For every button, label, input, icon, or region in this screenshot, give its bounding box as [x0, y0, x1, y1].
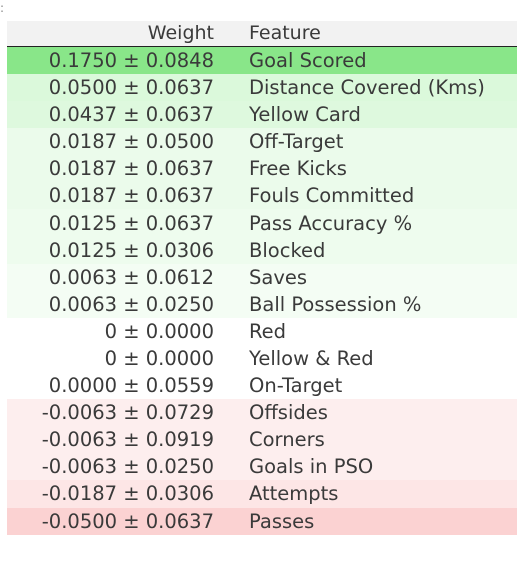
- feature-cell: Blocked: [249, 238, 326, 262]
- feature-cell: Fouls Committed: [249, 184, 415, 208]
- weight-cell: 0.0000 ± 0.0559: [48, 374, 214, 398]
- weight-cell: -0.0500 ± 0.0637: [41, 509, 214, 533]
- weight-cell: 0.0187 ± 0.0637: [48, 157, 214, 181]
- table-header: Weight Feature: [7, 21, 517, 47]
- table-row: 0 ± 0.0000 Yellow & Red: [7, 344, 517, 373]
- feature-cell: Distance Covered (Kms): [249, 76, 485, 100]
- header-row: Weight Feature: [7, 21, 517, 47]
- table-body: 0.1750 ± 0.0848 Goal Scored 0.0500 ± 0.063…: [7, 46, 517, 535]
- feature-cell: Yellow & Red: [249, 346, 374, 370]
- weight-cell: 0.0437 ± 0.0637: [48, 103, 214, 127]
- weight-cell: -0.0063 ± 0.0250: [41, 455, 214, 479]
- permutation-importance-table: Weight Feature 0.1750 ± 0.0848 Goal Score…: [7, 21, 517, 535]
- table-row: 0.1750 ± 0.0848 Goal Scored: [7, 46, 517, 74]
- weight-cell: -0.0063 ± 0.0729: [41, 401, 214, 425]
- table-row: 0.0187 ± 0.0637 Fouls Committed: [7, 182, 517, 210]
- feature-cell: Saves: [249, 265, 308, 289]
- weight-cell: 0.0125 ± 0.0306: [48, 238, 214, 262]
- table-row: -0.0063 ± 0.0919 Corners: [7, 426, 517, 454]
- table-row: 0.0063 ± 0.0250 Ball Possession %: [7, 290, 517, 318]
- weight-cell: -0.0187 ± 0.0306: [41, 482, 214, 506]
- weight-cell: -0.0063 ± 0.0919: [41, 428, 214, 452]
- feature-cell: Red: [249, 319, 287, 343]
- table-row: -0.0063 ± 0.0729 Offsides: [7, 399, 517, 427]
- weight-cell: 0.0500 ± 0.0637: [48, 76, 214, 100]
- feature-cell: Ball Possession %: [249, 292, 422, 316]
- table-row: -0.0063 ± 0.0250 Goals in PSO: [7, 453, 517, 481]
- table-row: -0.0500 ± 0.0637 Passes: [7, 507, 517, 535]
- feature-cell: Attempts: [249, 482, 339, 506]
- feature-cell: Goal Scored: [249, 49, 367, 72]
- permutation-importance-table-container: Weight Feature 0.1750 ± 0.0848 Goal Score…: [7, 21, 517, 535]
- weight-cell: 0 ± 0.0000: [104, 319, 214, 343]
- weight-cell: 0.1750 ± 0.0848: [48, 49, 214, 72]
- feature-cell: On-Target: [249, 374, 343, 398]
- table-row: 0.0125 ± 0.0306 Blocked: [7, 236, 517, 264]
- feature-cell: Yellow Card: [249, 103, 361, 127]
- table-row: 0.0187 ± 0.0637 Free Kicks: [7, 155, 517, 183]
- table-row: 0.0063 ± 0.0612 Saves: [7, 263, 517, 291]
- table-row: 0.0437 ± 0.0637 Yellow Card: [7, 101, 517, 129]
- table-row: 0.0125 ± 0.0637 Pass Accuracy %: [7, 209, 517, 237]
- weight-cell: 0.0187 ± 0.0637: [48, 184, 214, 208]
- weight-cell: 0.0063 ± 0.0250: [48, 292, 214, 316]
- table-row: -0.0187 ± 0.0306 Attempts: [7, 480, 517, 508]
- weight-cell: 0.0187 ± 0.0500: [48, 130, 214, 154]
- feature-cell: Goals in PSO: [249, 455, 374, 479]
- feature-cell: Offsides: [249, 401, 328, 425]
- weight-column-header: Weight: [147, 22, 214, 44]
- weight-cell: 0 ± 0.0000: [104, 346, 214, 370]
- weight-cell: 0.0063 ± 0.0612: [48, 265, 214, 289]
- feature-cell: Corners: [249, 428, 325, 452]
- feature-cell: Off-Target: [249, 130, 344, 154]
- table-row: 0.0000 ± 0.0559 On-Target: [7, 372, 517, 400]
- feature-cell: Passes: [249, 509, 315, 533]
- table-row: 0.0187 ± 0.0500 Off-Target: [7, 128, 517, 156]
- table-row: 0.0500 ± 0.0637 Distance Covered (Kms): [7, 74, 517, 102]
- table-row: 0 ± 0.0000 Red: [7, 317, 517, 345]
- feature-column-header: Feature: [249, 22, 321, 44]
- feature-cell: Free Kicks: [249, 157, 347, 181]
- top-left-marker: :: [0, 1, 5, 15]
- feature-cell: Pass Accuracy %: [249, 211, 413, 235]
- weight-cell: 0.0125 ± 0.0637: [48, 211, 214, 235]
